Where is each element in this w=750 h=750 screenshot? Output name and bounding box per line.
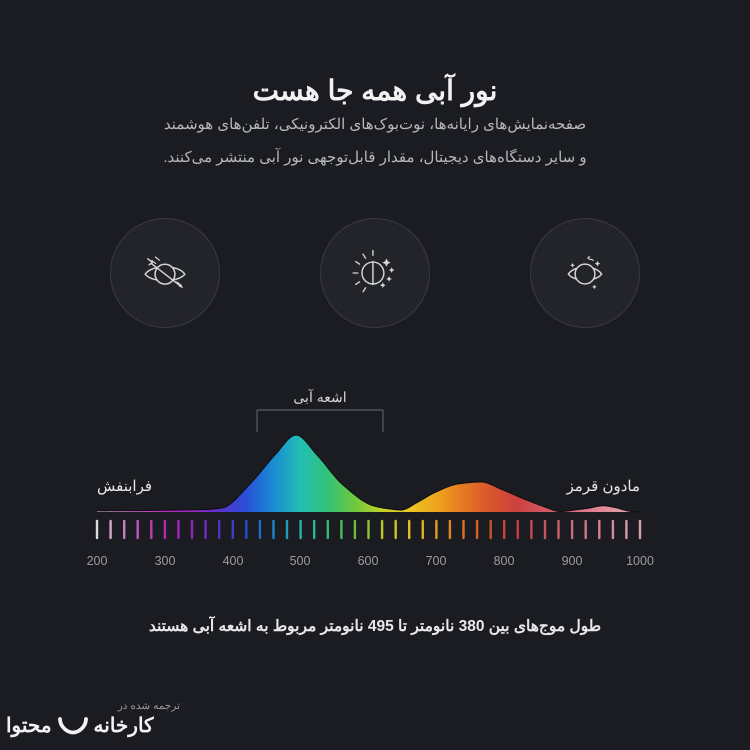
svg-text:400: 400 — [223, 554, 244, 568]
svg-text:700: 700 — [426, 554, 447, 568]
svg-text:600: 600 — [358, 554, 379, 568]
svg-text:فرابنفش: فرابنفش — [97, 478, 152, 495]
svg-text:300: 300 — [155, 554, 176, 568]
svg-text:مادون قرمز: مادون قرمز — [566, 478, 640, 495]
svg-text:اشعه آبی: اشعه آبی — [293, 388, 346, 405]
svg-text:200: 200 — [87, 554, 108, 568]
svg-text:500: 500 — [290, 554, 311, 568]
svg-text:900: 900 — [562, 554, 583, 568]
svg-text:1000: 1000 — [626, 554, 654, 568]
svg-text:800: 800 — [494, 554, 515, 568]
